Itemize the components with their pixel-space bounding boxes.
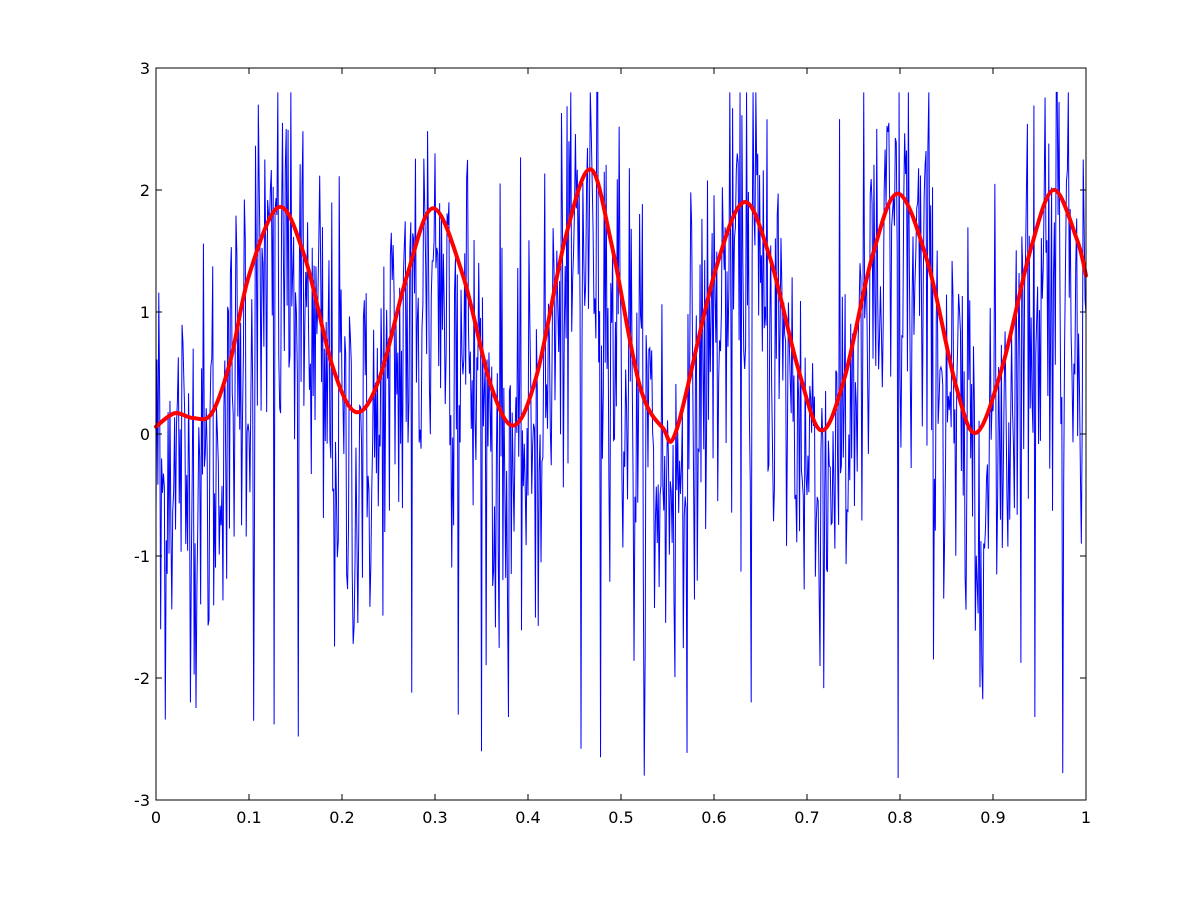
y-tick-label: 1 bbox=[140, 303, 150, 322]
x-tick-label: 0 bbox=[151, 808, 161, 827]
y-tick-label: 2 bbox=[140, 181, 150, 200]
x-tick-label: 0.2 bbox=[329, 808, 354, 827]
x-tick-label: 0.4 bbox=[515, 808, 540, 827]
x-tick-label: 0.9 bbox=[980, 808, 1005, 827]
y-tick-label: 3 bbox=[140, 59, 150, 78]
series-line-smooth-curve bbox=[154, 167, 1088, 444]
x-tick-label: 0.1 bbox=[236, 808, 261, 827]
x-tick-label: 0.6 bbox=[701, 808, 726, 827]
x-tick-label: 0.7 bbox=[794, 808, 819, 827]
y-tick-label: -2 bbox=[134, 669, 150, 688]
x-tick-label: 0.3 bbox=[422, 808, 447, 827]
x-tick-label: 0.8 bbox=[887, 808, 912, 827]
tick-layer: 0 0.1 0.2 0.3 0.4 0.5 0.6 0.7 0.8 0.9 1 -3 -2 -1 0 1 2 3 bbox=[134, 59, 1091, 827]
plot-area bbox=[156, 68, 1086, 800]
plot-background bbox=[156, 68, 1086, 800]
x-tick-label: 0.5 bbox=[608, 808, 633, 827]
y-tick-label: -1 bbox=[134, 547, 150, 566]
series-layer bbox=[154, 91, 1088, 779]
y-tick-label: -3 bbox=[134, 791, 150, 810]
x-tick-label: 1 bbox=[1081, 808, 1091, 827]
y-tick-label: 0 bbox=[140, 425, 150, 444]
